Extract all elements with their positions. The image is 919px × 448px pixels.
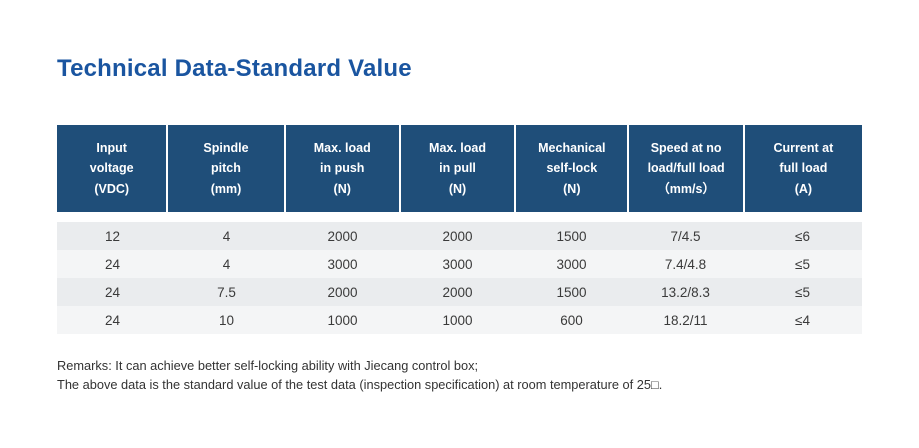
- header-cell: Current at full load (A): [744, 125, 862, 212]
- header-line: (N): [333, 181, 351, 196]
- table-cell: 3000: [556, 256, 587, 272]
- header-cell: Mechanical self-lock (N): [516, 125, 628, 212]
- table-cell: 2000: [442, 284, 473, 300]
- table-cell: 1500: [556, 228, 587, 244]
- table-row: 24 10 1000 1000 600 18.2/11 ≤4: [57, 306, 862, 334]
- header-cell: Spindle pitch (mm): [168, 125, 284, 212]
- table-cell: 3000: [327, 256, 358, 272]
- technical-data-table: Input voltage (VDC) Spindle pitch (mm) Max. lo…: [57, 125, 862, 334]
- header-cell: Max. load in pull (N): [400, 125, 515, 212]
- table-cell: 4: [222, 256, 231, 272]
- header-line: Input: [96, 140, 127, 155]
- table-cell: 10: [218, 312, 235, 328]
- header-line: (VDC): [94, 181, 130, 196]
- table-cell: ≤5: [795, 256, 810, 272]
- table-cell: 2000: [442, 228, 473, 244]
- table-cell: 12: [104, 228, 121, 244]
- table-row: 12 4 2000 2000 1500 7/4.5 ≤6: [57, 222, 862, 250]
- table-row: 24 7.5 2000 2000 1500 13.2/8.3 ≤5: [57, 278, 862, 306]
- header-cell: Speed at no load/full load （mm/s）: [629, 125, 743, 212]
- table-cell: 1000: [442, 312, 473, 328]
- page-title: Technical Data-Standard Value: [57, 55, 412, 82]
- header-line: load/full load: [647, 161, 725, 176]
- header-line: Mechanical: [538, 140, 606, 155]
- table-cell: ≤4: [795, 312, 810, 328]
- header-line: （mm/s）: [657, 181, 715, 196]
- page: Technical Data-Standard Value Input volta…: [57, 55, 862, 394]
- remarks-line-2: The above data is the standard value of …: [57, 377, 663, 393]
- table-cell: ≤5: [795, 284, 810, 300]
- table-cell: 7/4.5: [670, 228, 701, 244]
- header-line: Max. load: [429, 140, 486, 155]
- remarks: Remarks: It can achieve better self-lock…: [57, 356, 862, 394]
- table-cell: 24: [104, 312, 121, 328]
- table-cell: 4: [222, 228, 231, 244]
- header-cell: Input voltage (VDC): [57, 125, 167, 212]
- header-line: Spindle: [203, 140, 249, 155]
- header-line: Max. load: [313, 140, 371, 155]
- remarks-line-1: Remarks: It can achieve better self-lock…: [57, 358, 479, 373]
- table-cell: 3000: [442, 256, 473, 272]
- table-cell: 7.5: [217, 284, 236, 300]
- header-line: (N): [563, 181, 581, 196]
- table-cell: 13.2/8.3: [661, 284, 710, 300]
- header-line: Current at: [773, 140, 834, 155]
- header-line: (N): [448, 181, 467, 196]
- header-line: full load: [779, 161, 828, 176]
- table-body: 12 4 2000 2000 1500 7/4.5 ≤6 24 4 3000 3000 3000 7.4…: [57, 222, 862, 334]
- table-cell: 2000: [327, 284, 358, 300]
- header-line: Speed at no: [650, 140, 722, 155]
- header-cell: Max. load in push (N): [285, 125, 399, 212]
- table-cell: 24: [104, 256, 121, 272]
- header-line: (mm): [210, 181, 242, 196]
- table-cell: 600: [560, 312, 583, 328]
- header-line: (A): [794, 181, 813, 196]
- table-cell: 7.4/4.8: [664, 256, 707, 272]
- header-line: in push: [320, 161, 365, 176]
- table-cell: 2000: [327, 228, 358, 244]
- table-cell: 18.2/11: [663, 312, 708, 328]
- header-line: in pull: [439, 161, 476, 176]
- table-row: 24 4 3000 3000 3000 7.4/4.8 ≤5: [57, 250, 862, 278]
- header-line: voltage: [89, 161, 134, 176]
- table-cell: 24: [104, 284, 121, 300]
- table-header-row: Input voltage (VDC) Spindle pitch (mm) Max. lo…: [57, 125, 862, 212]
- header-line: pitch: [211, 161, 241, 176]
- table-cell: 1000: [327, 312, 358, 328]
- table-cell: 1500: [556, 284, 587, 300]
- table-cell: ≤6: [795, 228, 810, 244]
- header-line: self-lock: [546, 161, 598, 176]
